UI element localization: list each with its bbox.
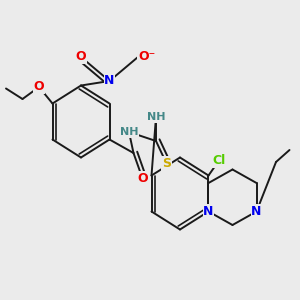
Text: N: N — [251, 205, 262, 218]
Text: O⁻: O⁻ — [138, 50, 155, 64]
Text: O: O — [34, 80, 44, 94]
Text: NH: NH — [147, 112, 165, 122]
Text: NH: NH — [120, 127, 138, 137]
Text: N: N — [203, 205, 214, 218]
Text: O: O — [76, 50, 86, 64]
Text: O: O — [137, 172, 148, 185]
Text: Cl: Cl — [212, 154, 226, 167]
Text: N: N — [104, 74, 115, 88]
Text: S: S — [162, 157, 171, 170]
